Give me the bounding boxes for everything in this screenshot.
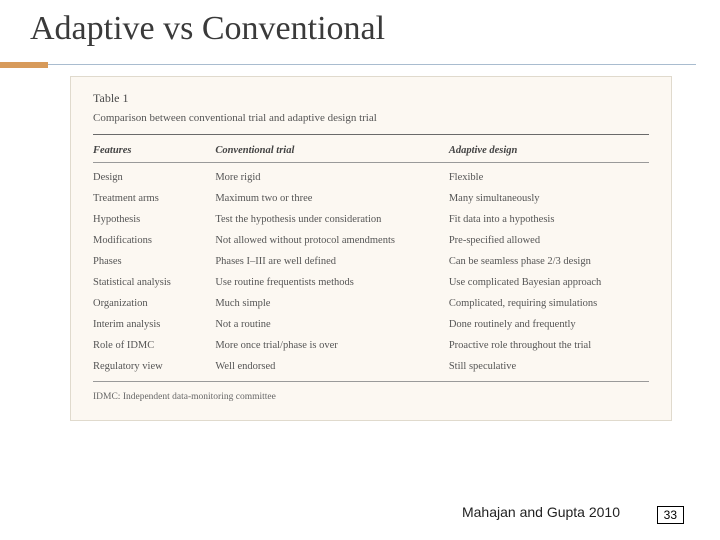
table-cell: Design xyxy=(93,167,215,188)
table-label: Table 1 xyxy=(93,91,649,106)
table-cell: Many simultaneously xyxy=(449,188,649,209)
title-rule xyxy=(0,58,720,70)
table-rule-top xyxy=(93,134,649,135)
page-number: 33 xyxy=(657,506,684,524)
table-cell: Flexible xyxy=(449,167,649,188)
table-cell: Role of IDMC xyxy=(93,335,215,356)
table-row: Treatment armsMaximum two or threeMany s… xyxy=(93,188,649,209)
comparison-table: Features Conventional trial Adaptive des… xyxy=(93,141,649,377)
table-row: OrganizationMuch simpleComplicated, requ… xyxy=(93,293,649,314)
table-cell: Done routinely and frequently xyxy=(449,314,649,335)
table-row: ModificationsNot allowed without protoco… xyxy=(93,230,649,251)
table-row: Interim analysisNot a routineDone routin… xyxy=(93,314,649,335)
table-cell: Use routine frequentists methods xyxy=(215,272,449,293)
table-cell: Still speculative xyxy=(449,356,649,377)
table-cell: Not a routine xyxy=(215,314,449,335)
accent-bar xyxy=(0,62,48,68)
table-cell: Much simple xyxy=(215,293,449,314)
table-cell: Well endorsed xyxy=(215,356,449,377)
comparison-table-panel: Table 1 Comparison between conventional … xyxy=(70,76,672,421)
table-row: Regulatory viewWell endorsedStill specul… xyxy=(93,356,649,377)
table-row: PhasesPhases I–III are well definedCan b… xyxy=(93,251,649,272)
table-cell: Maximum two or three xyxy=(215,188,449,209)
table-cell: Can be seamless phase 2/3 design xyxy=(449,251,649,272)
table-cell: Test the hypothesis under consideration xyxy=(215,209,449,230)
table-cell: Regulatory view xyxy=(93,356,215,377)
table-rule-bottom xyxy=(93,381,649,382)
table-row: Statistical analysisUse routine frequent… xyxy=(93,272,649,293)
table-cell: Complicated, requiring simulations xyxy=(449,293,649,314)
table-caption: Comparison between conventional trial an… xyxy=(93,112,649,124)
table-cell: Statistical analysis xyxy=(93,272,215,293)
table-cell: Modifications xyxy=(93,230,215,251)
table-row: HypothesisTest the hypothesis under cons… xyxy=(93,209,649,230)
table-cell: Organization xyxy=(93,293,215,314)
col-header-adaptive: Adaptive design xyxy=(449,141,649,160)
table-cell: Phases xyxy=(93,251,215,272)
col-header-features: Features xyxy=(93,141,215,160)
rule-line xyxy=(48,64,696,65)
table-header-row: Features Conventional trial Adaptive des… xyxy=(93,141,649,160)
table-cell: Hypothesis xyxy=(93,209,215,230)
col-header-conventional: Conventional trial xyxy=(215,141,449,160)
table-cell: Not allowed without protocol amendments xyxy=(215,230,449,251)
table-footnote: IDMC: Independent data-monitoring commit… xyxy=(93,392,649,402)
table-row: DesignMore rigidFlexible xyxy=(93,167,649,188)
citation: Mahajan and Gupta 2010 xyxy=(462,504,620,520)
table-row: Role of IDMCMore once trial/phase is ove… xyxy=(93,335,649,356)
table-cell: Pre-specified allowed xyxy=(449,230,649,251)
slide-title: Adaptive vs Conventional xyxy=(0,0,720,54)
table-cell: Treatment arms xyxy=(93,188,215,209)
table-cell: More rigid xyxy=(215,167,449,188)
table-cell: Proactive role throughout the trial xyxy=(449,335,649,356)
table-cell: More once trial/phase is over xyxy=(215,335,449,356)
table-cell: Fit data into a hypothesis xyxy=(449,209,649,230)
table-cell: Phases I–III are well defined xyxy=(215,251,449,272)
table-cell: Interim analysis xyxy=(93,314,215,335)
table-cell: Use complicated Bayesian approach xyxy=(449,272,649,293)
